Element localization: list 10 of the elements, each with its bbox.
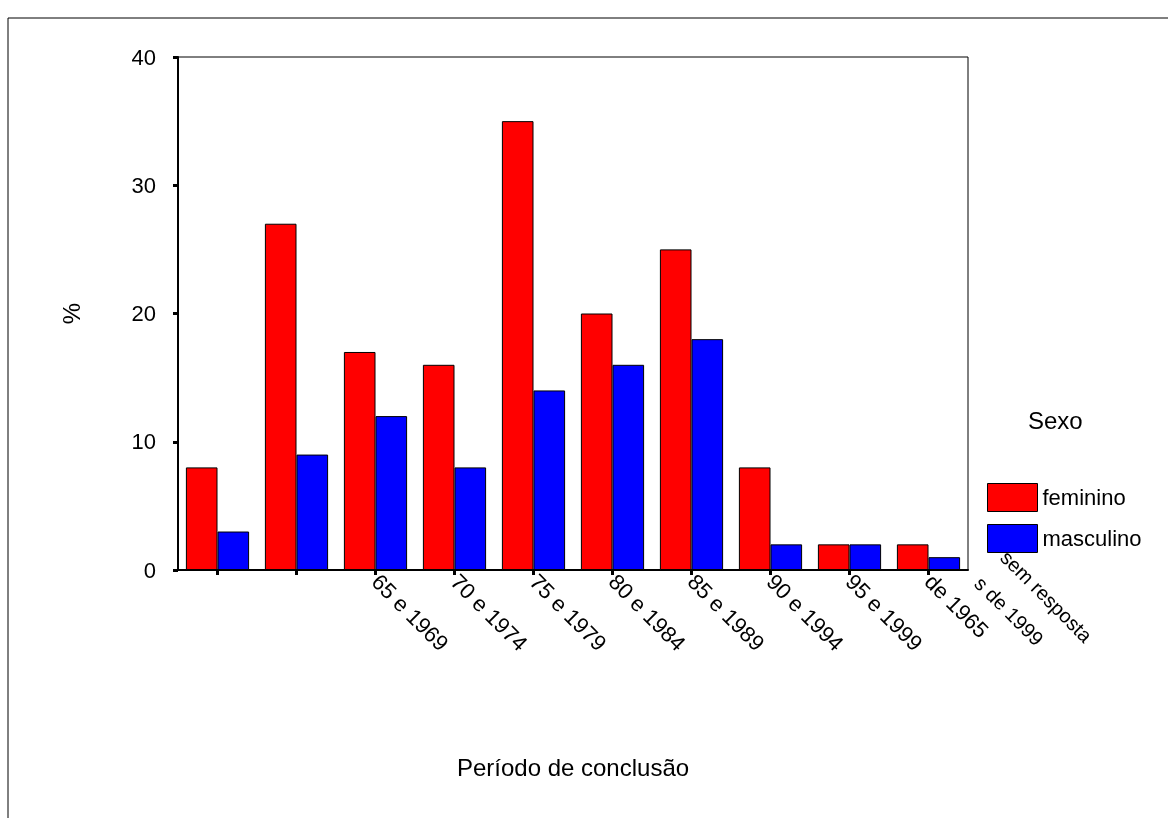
x-axis-title: Período de conclusão — [456, 753, 690, 781]
y-tick-label: 40 — [131, 44, 156, 70]
legend-label: feminino — [1042, 485, 1126, 510]
y-tick-label: 20 — [131, 301, 156, 326]
y-tick-label: 0 — [143, 557, 156, 583]
y-axis-title: % — [57, 302, 85, 325]
legend-label: masculino — [1042, 526, 1142, 551]
y-tick-label: 10 — [131, 429, 156, 455]
y-tick-label: 30 — [131, 172, 156, 198]
legend-title: Sexo — [1028, 406, 1083, 434]
